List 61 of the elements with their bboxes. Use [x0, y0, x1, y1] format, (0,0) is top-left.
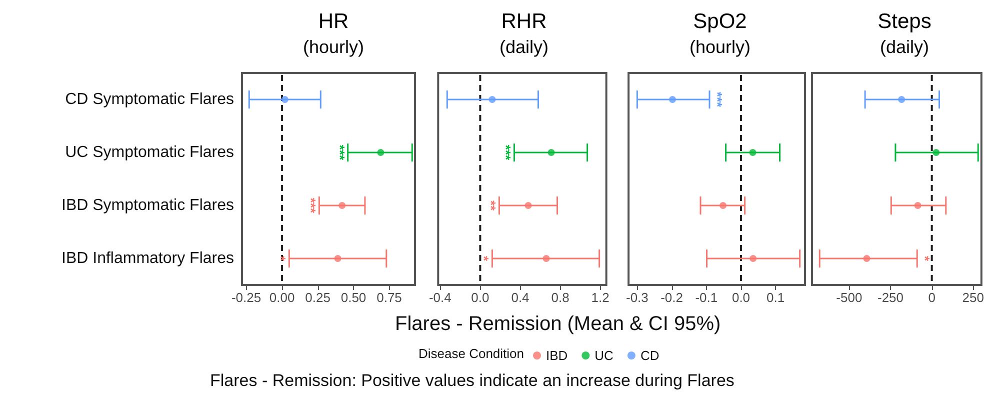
legend-label: IBD [546, 348, 568, 363]
x-tick-label: 0.25 [305, 290, 330, 305]
chart-subtitle: (hourly) [689, 37, 751, 57]
x-tick-label: 0.8 [551, 290, 570, 305]
point [668, 96, 676, 103]
legend-label: UC [594, 348, 614, 363]
point [281, 96, 288, 103]
point [524, 202, 532, 209]
chart-title: SpO2 [693, 10, 747, 33]
chart-title: RHR [501, 10, 547, 33]
point [914, 202, 922, 209]
x-tick-label: 0 [928, 290, 936, 305]
text: Flares - Remission: Positive values indicate an increase during Flares [210, 371, 734, 390]
point [334, 255, 342, 262]
x-tick-label: 0.50 [340, 290, 366, 305]
point [720, 202, 727, 209]
annotation: * [476, 256, 492, 262]
annotation: * [918, 256, 933, 262]
annotation: *** [332, 144, 348, 162]
x-axis-title: Flares - Remission (Mean & CI 95%) [395, 313, 721, 335]
x-tick-label: -0.3 [626, 290, 648, 305]
chart-subtitle: (daily) [880, 37, 930, 57]
x-tick-label: 0.4 [511, 290, 530, 305]
x-tick-label: 1.2 [591, 290, 610, 305]
x-tick-label: 0.00 [269, 290, 295, 305]
chart-subtitle: (hourly) [302, 37, 364, 57]
x-tick-label: -0.25 [231, 290, 262, 305]
x-tick-label: -0.2 [660, 290, 683, 305]
chart-subtitle: (daily) [499, 37, 549, 57]
point [338, 202, 346, 209]
x-tick-label: -250 [877, 290, 904, 305]
annotation: *** [304, 198, 319, 214]
point [898, 96, 906, 103]
point [750, 255, 757, 262]
point [488, 96, 496, 103]
x-tick-label: -0.4 [428, 290, 452, 305]
x-tick-label: -500 [836, 290, 862, 305]
x-tick-label: 0.1 [766, 290, 785, 305]
annotation: *** [710, 92, 726, 108]
annotation: *** [498, 144, 514, 162]
point [863, 255, 870, 262]
x-tick-label: 0.0 [732, 290, 750, 305]
x-tick-label: 0.0 [471, 290, 490, 305]
point [377, 149, 384, 156]
y-tick-label: IBD Symptomatic Flares [62, 197, 234, 214]
point [548, 149, 555, 156]
y-tick-label: IBD Inflammatory Flares [62, 250, 234, 267]
x-tick-label: 0.75 [376, 290, 402, 305]
point [932, 149, 940, 156]
annotation: ** [484, 200, 499, 212]
point [749, 149, 756, 156]
x-tick-label: -0.1 [695, 290, 718, 305]
legend-label: CD [640, 348, 660, 363]
y-tick-label: UC Symptomatic Flares [65, 144, 234, 161]
x-tick-label: 250 [962, 290, 984, 305]
chart-title: Steps [878, 10, 932, 33]
annotation: * [274, 256, 289, 262]
legend-title: Disease Condition [418, 346, 524, 361]
point [542, 255, 550, 262]
chart-title: HR [318, 10, 349, 33]
y-tick-label: CD Symptomatic Flares [65, 91, 234, 108]
